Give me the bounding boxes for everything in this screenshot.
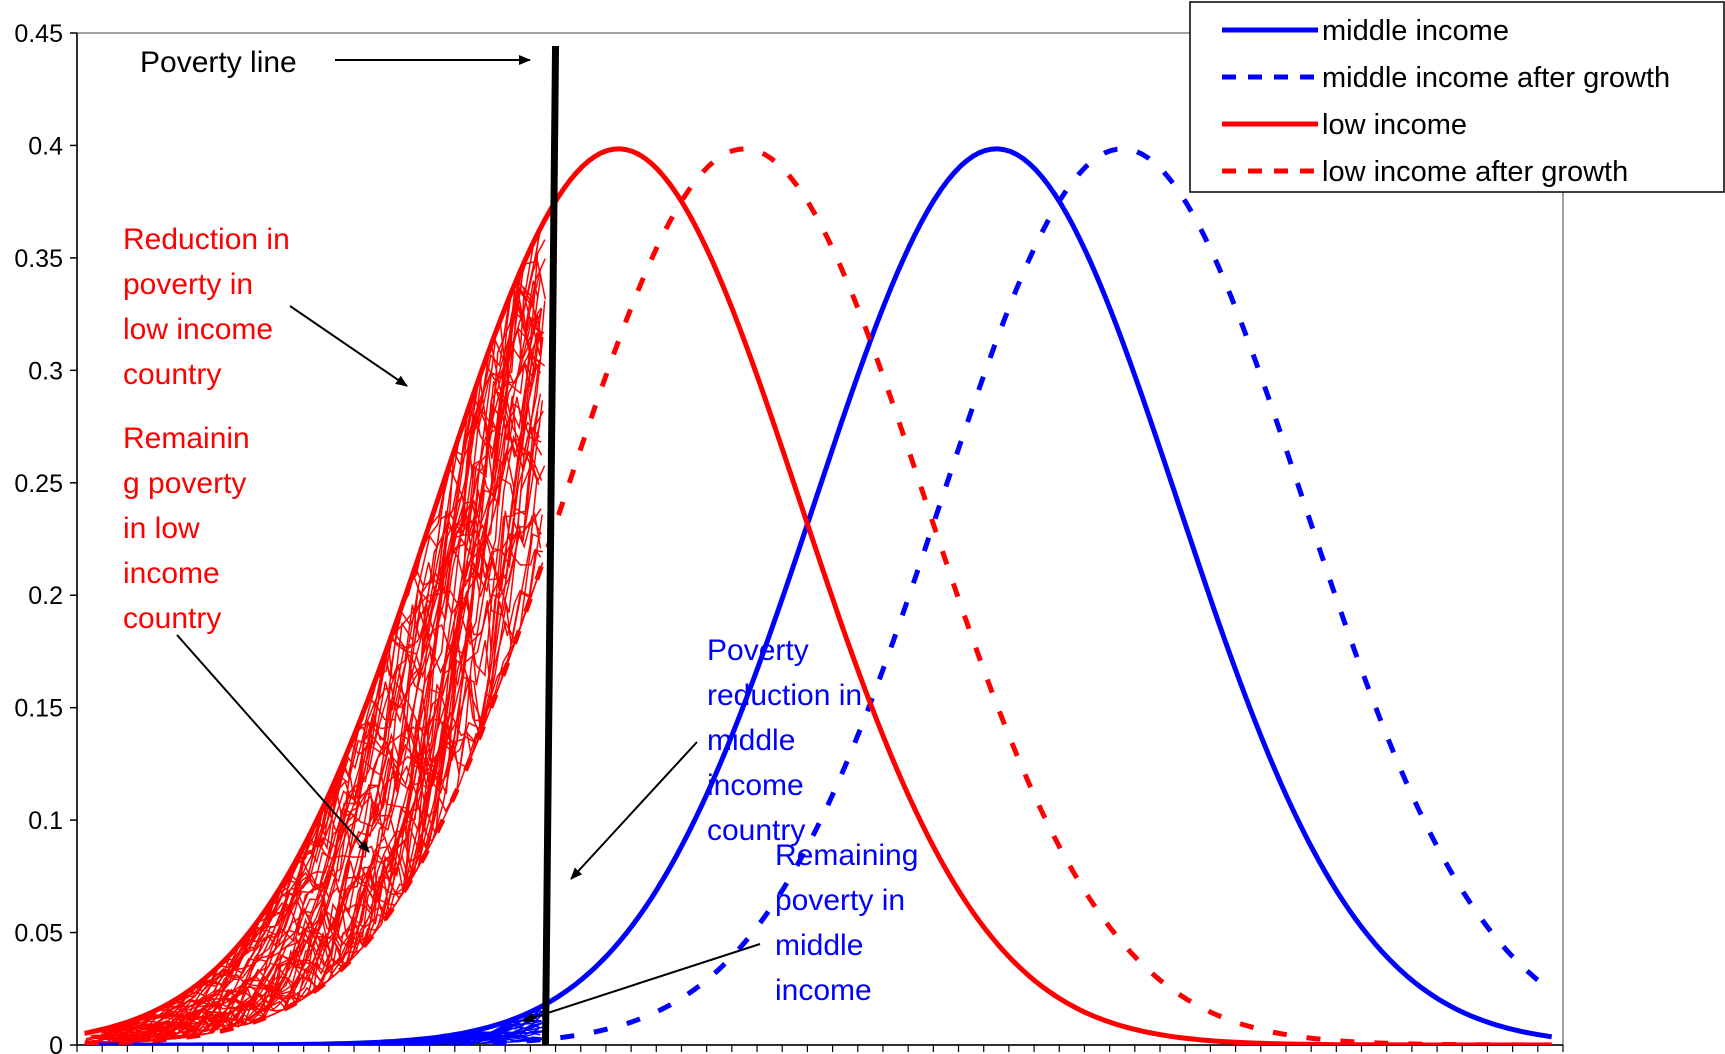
hatch-low-income [107,573,540,1043]
annotation-layer: Reduction in poverty in low income countryR… [123,223,918,1023]
legend-label: low income after growth [1322,156,1628,188]
plot-area [76,32,1564,1046]
annotation-line: poverty in [123,268,253,301]
hatch-low-income [105,401,542,1036]
annotation-line: middle [707,724,795,757]
annotation-line: country [123,602,221,635]
hatch-low-income [118,476,538,1039]
annotation-reduction-middle: Poverty reduction in middle income country [707,634,862,847]
hatch-low-income [100,445,543,1034]
poverty-line-label: Poverty line [140,46,297,79]
annotation-line: in low [123,512,200,545]
y-tick-label: 0.3 [28,357,63,385]
hatch-low-income [101,256,547,1041]
annotation-arrow-reduction-low [289,305,408,387]
annotation-line: income [775,974,872,1007]
legend-label: middle income after growth [1322,62,1670,94]
y-tick-label: 0 [49,1032,63,1054]
annotation-line: country [707,814,805,847]
annotation-line: reduction in [707,679,862,712]
y-tick-label: 0.4 [28,132,63,160]
y-tick-label: 0.15 [14,695,63,723]
annotation-reduction-low: Reduction in poverty in low income country [123,223,290,391]
annotation-line: Reduction in [123,223,290,256]
annotation-line: poverty in [775,884,905,917]
y-tick-label: 0.35 [14,245,63,273]
hatch-low-income [111,410,539,1030]
annotation-line: Remainin [123,422,250,455]
annotation-remaining-middle: Remaining poverty in middle income [775,839,918,1007]
x-axis [76,1044,1564,1052]
y-tick-label: 0.45 [14,20,63,48]
hatch-low-income [104,512,542,1042]
hatch-low-income [118,416,538,1033]
legend-label: middle income [1322,15,1509,47]
y-axis: 0 0.05 0.1 0.15 0.2 0.25 0.3 0.35 0.4 0.45 [14,20,78,1054]
series-low-income [84,146,1552,1045]
hatch-low-income [120,331,545,1041]
annotation-line: Remaining [775,839,918,872]
annotation-arrow-reduction-middle [570,741,698,880]
annotation-line: income [707,769,804,802]
series-low-income-after-growth [84,146,1552,1045]
series-middle-income-after-growth [84,146,1554,1045]
legend-label: low income [1322,109,1467,141]
annotation-line: Poverty [707,634,809,667]
legend: middle income middle income after growth l… [1189,1,1725,193]
y-tick-label: 0.2 [28,582,63,610]
annotation-line: middle [775,929,863,962]
poverty-line-layer: Poverty line [140,45,560,1046]
hatch-low-income [87,218,547,1034]
poverty-line [541,45,560,1046]
annotation-line: g poverty [123,467,246,500]
y-tick-label: 0.25 [14,470,63,498]
y-tick-label: 0.05 [14,920,63,948]
annotation-line: low income [123,313,273,346]
annotation-remaining-low: Remainin g poverty in low income country [123,422,250,635]
hatch-low-income [93,336,544,1038]
series-layer [84,146,1554,1045]
annotation-arrow-remaining-middle [522,943,761,1023]
annotation-line: country [123,358,221,391]
y-tick-label: 0.1 [28,807,63,835]
annotation-line: income [123,557,220,590]
annotation-arrow-remaining-low [176,634,370,853]
legend-box [1189,1,1725,193]
